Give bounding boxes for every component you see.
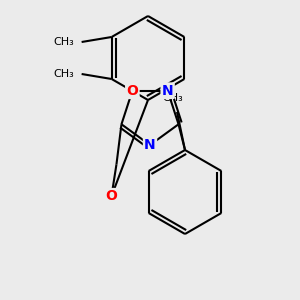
Text: O: O — [126, 84, 138, 98]
Text: CH₃: CH₃ — [53, 37, 74, 47]
Text: N: N — [144, 138, 156, 152]
Text: N: N — [162, 84, 173, 98]
Text: CH₃: CH₃ — [163, 93, 183, 103]
Text: O: O — [106, 189, 117, 203]
Text: CH₃: CH₃ — [53, 69, 74, 79]
